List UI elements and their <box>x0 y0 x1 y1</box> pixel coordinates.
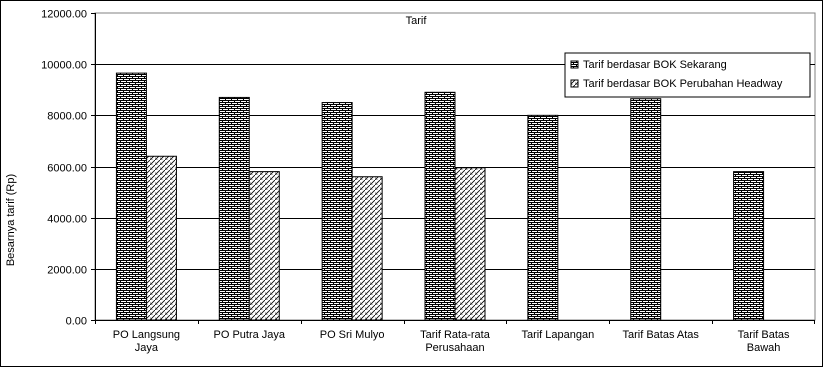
bar-bok-sekarang <box>321 102 353 321</box>
y-axis-label: Besarnya tarif (Rp) <box>5 174 17 266</box>
legend-label-series-1: Tarif berdasar BOK Sekarang <box>583 59 727 71</box>
legend-swatch-brick-icon <box>570 60 579 69</box>
y-tick-label: 6000.00 <box>47 163 87 175</box>
x-tick-label: Bawah <box>747 342 781 354</box>
x-tick-label: Tarif Lapangan <box>521 329 594 341</box>
bar-bok-sekarang <box>527 114 559 321</box>
y-tick-label: 2000.00 <box>47 265 87 277</box>
legend-label-series-2: Tarif berdasar BOK Perubahan Headway <box>583 78 783 90</box>
y-tick-label: 4000.00 <box>47 214 87 226</box>
bar-bok-sekarang <box>733 171 765 321</box>
bar-bok-sekarang <box>630 98 662 321</box>
bar-bok-perubahan-headway <box>454 167 486 321</box>
legend-swatch-diagonal-icon <box>570 79 579 88</box>
chart-title: Tarif <box>406 15 428 27</box>
x-tick-label: PO Putra Jaya <box>214 329 286 341</box>
x-tick-label: Jaya <box>135 342 159 354</box>
axis-labels: 0.00 2000.00 4000.00 6000.00 8000.00 10000.00… <box>41 9 790 355</box>
y-tick-label: 8000.00 <box>47 111 87 123</box>
x-tick-label: Perusahaan <box>425 342 484 354</box>
y-tick-label: 12000.00 <box>41 9 87 21</box>
bar-bok-perubahan-headway <box>145 155 177 321</box>
bar-bok-perubahan-headway <box>351 176 383 321</box>
bar-bok-sekarang <box>115 72 147 321</box>
y-tick-label: 0.00 <box>66 316 87 328</box>
x-tick-label: PO Sri Mulyo <box>320 329 385 341</box>
axes <box>91 13 815 324</box>
x-tick-label: PO Langsung <box>113 329 180 341</box>
bars <box>115 72 765 321</box>
legend: Tarif berdasar BOK Sekarang Tarif berdas… <box>564 52 811 98</box>
y-tick-label: 10000.00 <box>41 60 87 72</box>
x-tick-label: Tarif Rata-rata <box>420 329 491 341</box>
bar-bok-sekarang <box>218 96 250 321</box>
bar-bok-sekarang <box>424 91 456 321</box>
legend-box <box>564 52 811 98</box>
bar-bok-perubahan-headway <box>248 171 280 321</box>
x-tick-label: Tarif Batas Atas <box>622 329 699 341</box>
x-tick-label: Tarif Batas <box>738 329 790 341</box>
